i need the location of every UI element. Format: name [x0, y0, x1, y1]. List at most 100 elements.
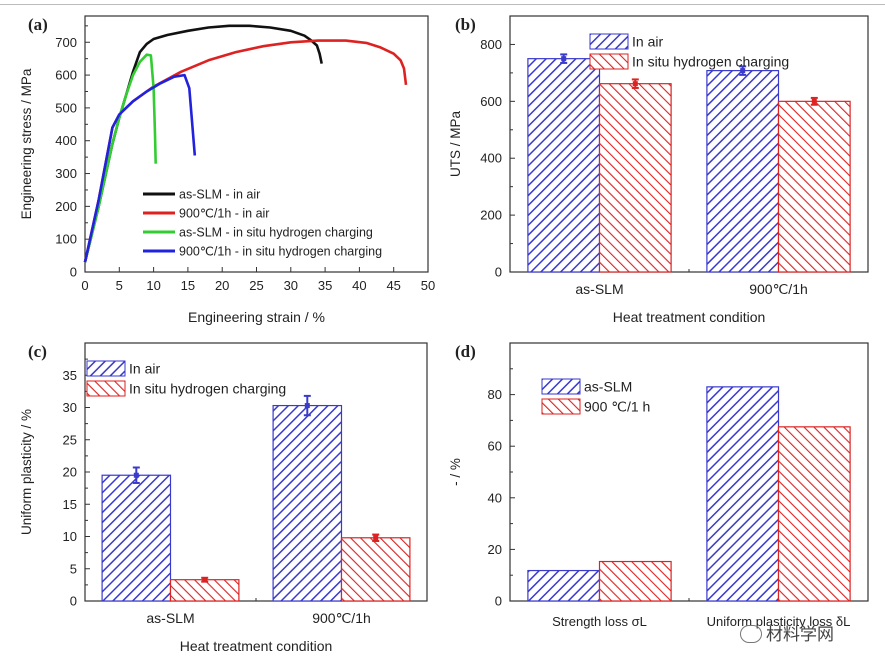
- legend-swatch: [589, 53, 629, 70]
- y-tick-label: 30: [63, 400, 77, 415]
- y-tick-label: 80: [488, 387, 502, 402]
- bar-series1: [101, 474, 172, 602]
- y-axis-label: Engineering stress / MPa: [19, 68, 34, 219]
- legend-label: In air: [632, 34, 663, 50]
- y-tick-label: 600: [480, 94, 502, 109]
- series-line-4: [83, 73, 197, 263]
- panel-label: (d): [455, 342, 476, 361]
- bar-series2: [340, 537, 411, 602]
- x-tick-label: 35: [318, 278, 332, 293]
- x-tick-label: 30: [284, 278, 298, 293]
- x-tick-label: 25: [249, 278, 263, 293]
- y-tick-label: 35: [63, 368, 77, 383]
- legend-label: as-SLM - in situ hydrogen charging: [179, 226, 373, 240]
- legend-label: 900℃/1h - in air: [179, 207, 269, 221]
- y-tick-label: 10: [63, 529, 77, 544]
- legend-swatch: [86, 380, 126, 397]
- y-tick-label: 20: [63, 465, 77, 480]
- bar-series2: [598, 560, 672, 602]
- x-axis-label: Engineering strain / %: [188, 309, 325, 325]
- x-tick-label: 40: [352, 278, 366, 293]
- legend-swatch: [589, 33, 629, 50]
- y-tick-label: 600: [55, 68, 77, 83]
- category-label: Strength loss σL: [552, 614, 647, 629]
- bar-series2: [777, 100, 851, 273]
- category-label: 900℃/1h: [749, 281, 808, 297]
- y-tick-label: 800: [480, 37, 502, 52]
- category-label: 900℃/1h: [312, 610, 371, 626]
- legend-label: as-SLM - in air: [179, 188, 260, 202]
- legend-label: In air: [129, 361, 160, 377]
- x-axis-label: Heat treatment condition: [613, 309, 766, 325]
- y-tick-label: 0: [70, 594, 77, 609]
- y-tick-label: 500: [55, 100, 77, 115]
- x-tick-label: 5: [116, 278, 123, 293]
- legend-label: In situ hydrogen charging: [632, 54, 789, 70]
- data-marker: [304, 403, 310, 409]
- data-marker: [373, 535, 379, 541]
- y-tick-label: 400: [55, 133, 77, 148]
- legend-swatch: [86, 360, 126, 377]
- panel-2: (b) 0 200 400 600 800 UTS / MPa Heat treatment …: [448, 15, 869, 325]
- category-label: as-SLM: [146, 610, 194, 626]
- y-tick-label: 40: [488, 490, 502, 505]
- y-tick-label: 20: [488, 542, 502, 557]
- legend-label: 900℃/1h - in situ hydrogen charging: [179, 245, 382, 259]
- data-marker: [811, 98, 817, 104]
- y-axis-label: - / %: [448, 458, 463, 486]
- watermark-text: 材料学网: [766, 625, 834, 645]
- bar-series1: [527, 58, 601, 273]
- data-marker: [561, 56, 567, 62]
- category-label: as-SLM: [575, 281, 623, 297]
- data-marker: [133, 472, 139, 478]
- legend-swatch: [541, 378, 581, 395]
- y-tick-label: 200: [55, 199, 77, 214]
- panel-label: (a): [28, 15, 48, 34]
- y-tick-label: 0: [495, 594, 502, 609]
- legend-label: 900 ℃/1 h: [584, 399, 650, 415]
- x-tick-label: 45: [386, 278, 400, 293]
- data-marker: [740, 68, 746, 74]
- y-axis-label: UTS / MPa: [448, 111, 463, 178]
- y-tick-label: 300: [55, 166, 77, 181]
- watermark: 材料学网: [740, 620, 834, 645]
- legend-label: In situ hydrogen charging: [129, 381, 286, 397]
- panel-label: (c): [28, 342, 47, 361]
- x-tick-label: 15: [181, 278, 195, 293]
- x-tick-label: 50: [421, 278, 435, 293]
- x-tick-label: 0: [81, 278, 88, 293]
- data-marker: [202, 577, 208, 583]
- y-tick-label: 100: [55, 232, 77, 247]
- y-axis-label: Uniform plasticity / %: [19, 409, 34, 535]
- bar-series1: [527, 569, 601, 602]
- top-rule: [0, 4, 885, 5]
- y-tick-label: 200: [480, 208, 502, 223]
- bar-series2: [777, 426, 851, 602]
- panel-label: (b): [455, 15, 476, 34]
- data-marker: [632, 81, 638, 87]
- category-label: Uniform plasticity loss δL: [707, 614, 851, 629]
- legend-label: as-SLM: [584, 379, 632, 395]
- legend-swatch: [541, 398, 581, 415]
- x-tick-label: 10: [146, 278, 160, 293]
- bar-series2: [169, 579, 240, 602]
- y-tick-label: 0: [495, 265, 502, 280]
- x-axis-label: Heat treatment condition: [180, 638, 333, 654]
- wechat-icon: [740, 625, 762, 643]
- panel-4: (d) 0 20 40 60 80 - / % Strength loss σL Uniform…: [448, 342, 869, 629]
- bar-series2: [598, 83, 672, 273]
- y-tick-label: 15: [63, 497, 77, 512]
- bar-series1: [272, 404, 343, 602]
- y-tick-label: 0: [70, 265, 77, 280]
- y-tick-label: 400: [480, 151, 502, 166]
- y-tick-label: 60: [488, 439, 502, 454]
- y-tick-label: 700: [55, 35, 77, 50]
- series-line-3: [83, 53, 157, 263]
- bar-series1: [706, 386, 780, 602]
- x-tick-label: 20: [215, 278, 229, 293]
- panel-3: (c) 0 5 10 15 20 25 30 35 Uniform plasticity / % H…: [19, 342, 428, 654]
- y-tick-label: 25: [63, 432, 77, 447]
- y-tick-label: 5: [70, 561, 77, 576]
